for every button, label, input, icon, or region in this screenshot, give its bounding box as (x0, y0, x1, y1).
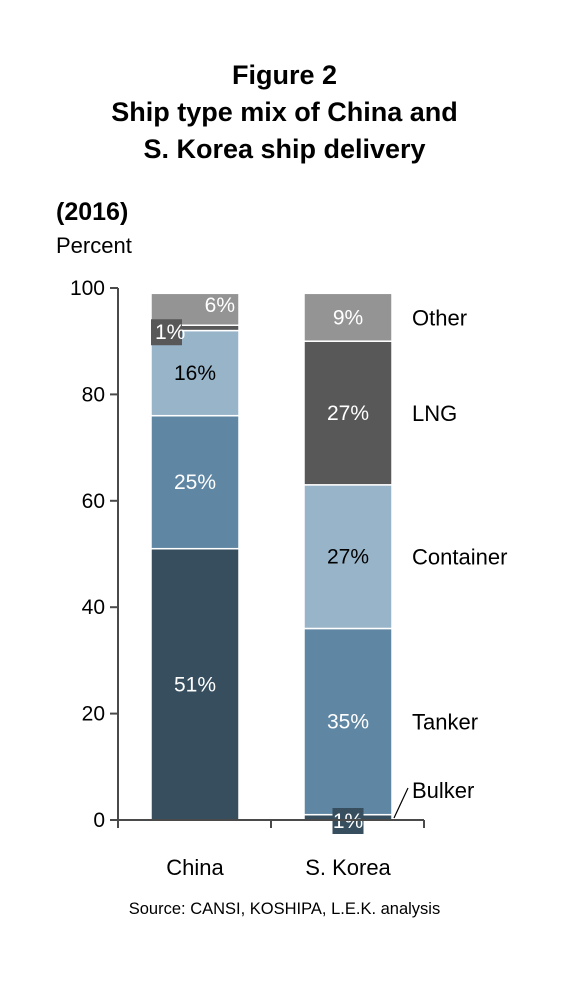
x-category-label-china: China (166, 855, 224, 880)
y-tick-label-60: 60 (82, 490, 105, 513)
bar-segment-s-korea-other (303, 292, 393, 342)
y-axis-unit-label: Percent (56, 233, 132, 258)
bar-segment-china-bulker (150, 547, 240, 821)
bar-segment-s-korea-lng (303, 340, 393, 486)
x-category-label-s-korea: S. Korea (305, 855, 391, 880)
chart-title-line-1: Ship type mix of China and (111, 97, 458, 127)
bar-segment-s-korea-container (303, 484, 393, 630)
segment-label-china-tanker: 25% (174, 471, 216, 494)
segment-label-s-korea-container: 27% (327, 546, 369, 569)
segment-label-s-korea-tanker: 35% (327, 711, 369, 734)
y-tick-label-20: 20 (82, 703, 105, 726)
legend-leader-line-bulker (393, 787, 409, 819)
y-tick-label-0: 0 (93, 809, 105, 832)
y-tick-label-40: 40 (82, 596, 105, 619)
segment-label-s-korea-bulker: 1% (333, 810, 363, 833)
bar-segment-s-korea-tanker (303, 627, 393, 816)
chart-subtitle: (2016) (56, 198, 129, 226)
segment-label-china-bulker: 51% (174, 673, 216, 696)
segment-label-china-other: 6% (205, 294, 235, 317)
y-tick-label-100: 100 (70, 277, 105, 300)
bar-segment-china-tanker (150, 414, 240, 550)
chart-title-line-2: S. Korea ship delivery (143, 134, 426, 164)
legend-label-bulker: Bulker (412, 778, 474, 803)
segment-label-china-container: 16% (174, 362, 216, 385)
segment-label-china-lng: 1% (155, 321, 185, 344)
segment-label-s-korea-lng: 27% (327, 402, 369, 425)
figure-title: Figure 2 (231, 60, 338, 90)
legend-label-other: Other (412, 305, 467, 330)
segment-label-s-korea-other: 9% (333, 306, 363, 329)
legend-label-lng: LNG (412, 401, 457, 426)
source-note: Source: CANSI, KOSHIPA, L.E.K. analysis (128, 900, 441, 918)
segment-label-box-china-lng (151, 319, 182, 346)
y-tick-label-80: 80 (82, 383, 105, 406)
legend-label-tanker: Tanker (412, 710, 478, 735)
legend-label-container: Container (412, 545, 507, 570)
